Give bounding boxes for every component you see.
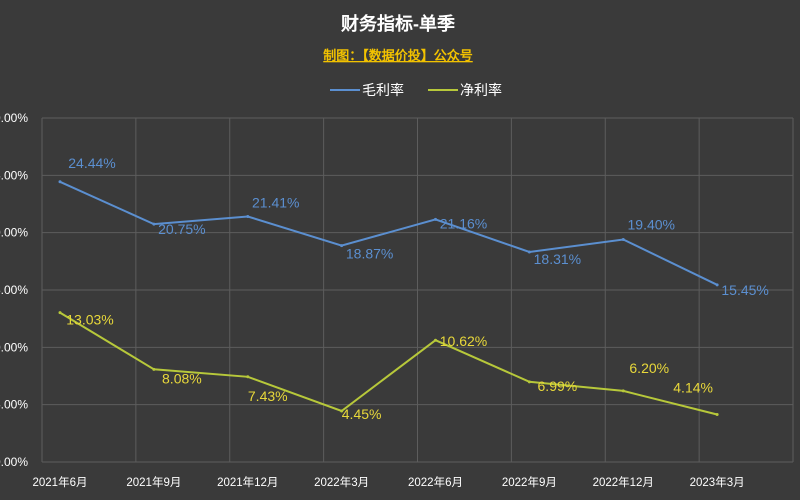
data-label-net-margin: 4.14% [673, 380, 713, 396]
point-gross-margin [152, 222, 156, 226]
data-label-gross-margin: 21.41% [252, 194, 299, 210]
chart-subtitle: 制图：【数据价投】公众号 [323, 48, 473, 63]
x-tick-label: 2021年6月 [33, 475, 88, 489]
legend: 毛利率 净利率 [330, 82, 502, 98]
point-net-margin [527, 380, 531, 384]
grid [41, 117, 794, 463]
point-gross-margin [621, 238, 625, 242]
data-label-net-margin: 4.45% [342, 406, 382, 422]
point-net-margin [152, 367, 156, 371]
point-gross-margin [527, 250, 531, 254]
x-tick-label: 2023年3月 [690, 475, 745, 489]
y-tick-label: 20.00% [0, 226, 28, 240]
y-axis-ticks: 0.00% 5.00% 10.00% 15.00% 20.00% 25.00% 30.00% [0, 111, 28, 469]
data-label-net-margin: 8.08% [162, 370, 202, 386]
x-tick-label: 2021年9月 [126, 475, 181, 489]
data-label-gross-margin: 18.31% [534, 251, 581, 267]
point-net-margin [340, 409, 344, 413]
data-label-net-margin: 13.03% [66, 312, 113, 328]
point-gross-margin [434, 217, 437, 221]
y-tick-label: 5.00% [0, 398, 28, 412]
point-gross-margin [340, 244, 344, 248]
series-line-gross-margin [59, 180, 718, 286]
point-gross-margin [58, 180, 62, 184]
point-gross-margin [246, 214, 250, 218]
data-label-gross-margin: 24.44% [68, 155, 115, 171]
x-axis-ticks: 2021年6月 2021年9月 2021年12月 2022年3月 2022年6月 2022… [33, 475, 745, 489]
x-tick-label: 2022年9月 [502, 475, 557, 489]
point-net-margin [246, 375, 250, 379]
data-label-net-margin: 6.20% [629, 360, 669, 376]
x-tick-label: 2022年6月 [408, 475, 463, 489]
y-tick-label: 25.00% [0, 168, 28, 182]
data-label-gross-margin: 20.75% [158, 221, 205, 237]
y-tick-label: 30.00% [0, 111, 28, 125]
legend-label-gross-margin: 毛利率 [362, 82, 404, 98]
y-tick-label: 0.00% [0, 455, 28, 469]
chart-title: 财务指标-单季 [341, 13, 455, 34]
data-label-gross-margin: 18.87% [346, 246, 393, 262]
data-label-net-margin: 6.99% [538, 378, 578, 394]
point-net-margin [715, 413, 719, 417]
point-gross-margin [715, 283, 719, 287]
x-tick-label: 2022年3月 [314, 475, 369, 489]
data-label-gross-margin: 15.45% [721, 282, 768, 298]
data-label-net-margin: 10.62% [440, 333, 487, 349]
y-tick-label: 15.00% [0, 283, 28, 297]
data-labels: 24.44% 20.75% 21.41% 18.87% 21.16% 18.31% 19.4… [66, 155, 769, 422]
x-tick-label: 2021年12月 [217, 475, 278, 489]
y-tick-label: 10.00% [0, 340, 28, 354]
point-net-margin [621, 389, 625, 393]
point-net-margin [58, 311, 62, 315]
data-label-gross-margin: 21.16% [440, 215, 487, 231]
legend-label-net-margin: 净利率 [460, 82, 502, 98]
series [58, 180, 719, 417]
series-line-net-margin [59, 311, 718, 416]
x-tick-label: 2022年12月 [593, 475, 654, 489]
data-label-net-margin: 7.43% [248, 388, 288, 404]
data-label-gross-margin: 19.40% [628, 217, 675, 233]
point-net-margin [434, 338, 437, 342]
